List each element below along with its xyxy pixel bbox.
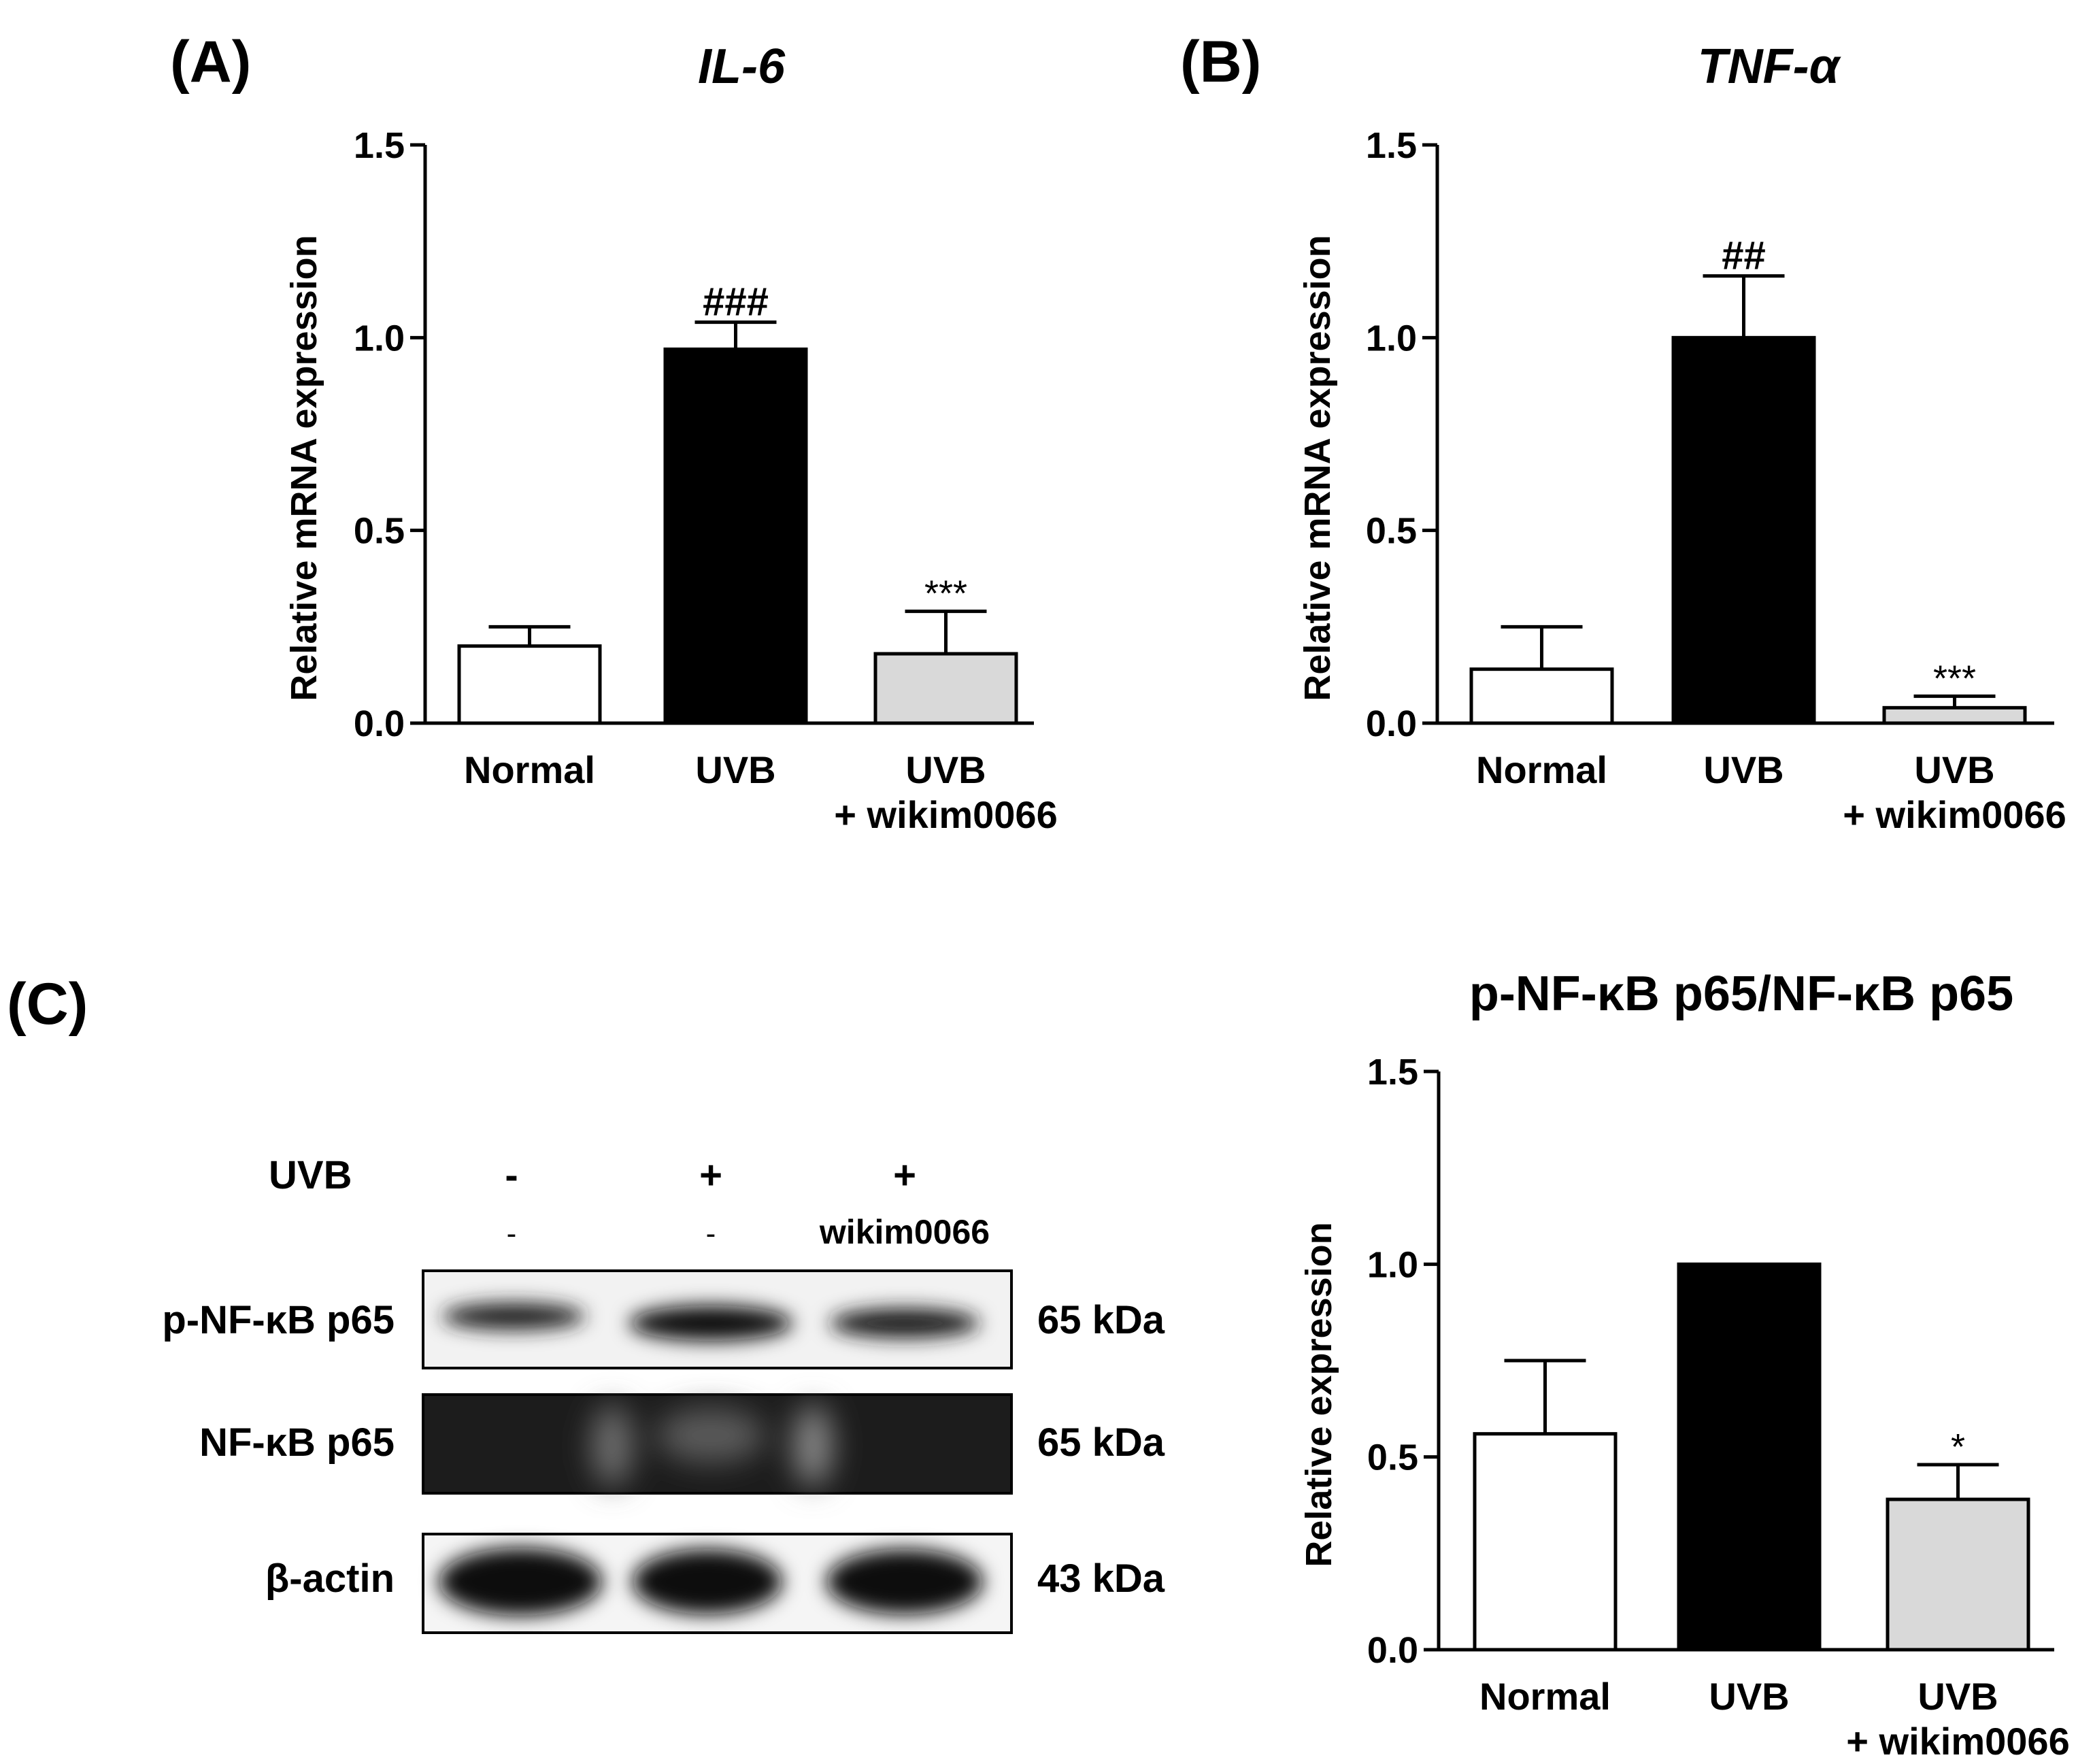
- bar-1: [457, 644, 602, 725]
- category-label: UVB: [695, 748, 775, 791]
- significance-annotation: *: [1951, 1427, 1965, 1467]
- y-tick-label: 0.5: [354, 511, 405, 552]
- bar-2: [1677, 1262, 1822, 1652]
- category-label: Normal: [1479, 1675, 1611, 1718]
- y-tick-label: 1.5: [1367, 1052, 1418, 1093]
- y-tick-label: 1.0: [1366, 318, 1417, 359]
- band-label-nfkb: NF-κB p65: [199, 1420, 395, 1465]
- band-p-nfkb-lane3: [830, 1308, 979, 1338]
- chart-title: p-NF-κB p65/NF-κB p65: [1469, 967, 2013, 1021]
- bar-1: [1473, 1432, 1618, 1652]
- y-tick-label: 0.0: [354, 703, 405, 744]
- band-size-nfkb: 65 kDa: [1037, 1420, 1165, 1465]
- y-axis-label: Relative expression: [1299, 1222, 1339, 1567]
- chart-il6: IL-6 0.0 0.5 1.0 1.5 Relative mRNA expression…: [284, 39, 1058, 836]
- lane1-uvb-sign: -: [505, 1153, 518, 1197]
- chart-title: TNF-α: [1698, 39, 1842, 94]
- band-size-p-nfkb: 65 kDa: [1037, 1298, 1165, 1342]
- category-label: UVB: [1709, 1675, 1789, 1718]
- panel-letter-a: (A): [170, 29, 251, 95]
- bar-3: [1886, 1497, 2030, 1652]
- lane1-treatment-sign: -: [507, 1217, 517, 1250]
- y-tick-label: 1.5: [1366, 125, 1417, 166]
- y-tick-label: 1.0: [354, 318, 405, 359]
- panel-letter-c: (C): [7, 971, 88, 1037]
- y-tick-label: 1.0: [1367, 1244, 1418, 1285]
- blot-uvb-row-label: UVB: [269, 1153, 352, 1197]
- category-label: UVB: [1703, 748, 1784, 791]
- lane3-treatment-sign: wikim0066: [819, 1213, 990, 1251]
- band-label-actin: β-actin: [265, 1557, 395, 1601]
- significance-annotation: ***: [1933, 658, 1976, 699]
- bar-3: [873, 652, 1018, 725]
- y-tick-label: 0.0: [1367, 1630, 1418, 1671]
- panel-letter-b: (B): [1180, 29, 1261, 95]
- blot-bands-actin: [439, 1548, 983, 1616]
- chart-tnf-alpha: TNF-α 0.0 0.5 1.0 1.5 Relative mRNA expressio…: [1297, 39, 2066, 836]
- band-nfkb-gap-2: [794, 1405, 832, 1486]
- band-label-p-nfkb: p-NF-κB p65: [162, 1298, 395, 1342]
- blot-bands-nfkb: [592, 1405, 832, 1486]
- band-size-actin: 43 kDa: [1037, 1557, 1165, 1601]
- significance-annotation: ##: [1722, 234, 1766, 278]
- blot-bands-p-nfkb: [442, 1303, 979, 1341]
- band-actin-lane1: [439, 1548, 602, 1616]
- y-tick-label: 0.5: [1367, 1437, 1418, 1478]
- bar-2: [663, 347, 808, 725]
- category-label: UVB + wikim0066: [1843, 748, 2066, 836]
- band-p-nfkb-lane1: [442, 1303, 585, 1330]
- lane3-uvb-sign: +: [893, 1153, 916, 1197]
- lane2-uvb-sign: +: [699, 1153, 722, 1197]
- category-label: Normal: [464, 748, 595, 791]
- bar-1: [1469, 667, 1614, 725]
- y-tick-label: 0.5: [1366, 511, 1417, 552]
- band-nfkb-gap-1: [592, 1405, 633, 1486]
- category-label: Normal: [1476, 748, 1607, 791]
- chart-title: IL-6: [698, 39, 786, 94]
- significance-annotation: ***: [924, 573, 967, 614]
- lane2-treatment-sign: -: [706, 1217, 716, 1250]
- category-label: UVB + wikim0066: [1846, 1675, 2069, 1763]
- band-actin-lane3: [826, 1549, 983, 1614]
- y-axis-label: Relative mRNA expression: [1297, 235, 1338, 701]
- band-p-nfkb-lane2: [629, 1305, 792, 1341]
- significance-annotation: ###: [703, 280, 769, 324]
- band-nfkb-lane2-light: [656, 1408, 765, 1463]
- bar-3: [1882, 705, 2027, 725]
- band-actin-lane2: [633, 1549, 782, 1614]
- western-blot: UVB - + + - - wikim0066 p-NF-κB p65 65 k…: [162, 1153, 1165, 1634]
- bar-2: [1671, 335, 1816, 725]
- y-tick-label: 1.5: [354, 125, 405, 166]
- chart-nfkb-ratio: p-NF-κB p65/NF-κB p65 0.0 0.5 1.0 1.5 Relativ…: [1299, 967, 2070, 1763]
- y-axis-label: Relative mRNA expression: [284, 235, 324, 701]
- category-label: UVB + wikim0066: [834, 748, 1057, 836]
- y-tick-label: 0.0: [1366, 703, 1417, 744]
